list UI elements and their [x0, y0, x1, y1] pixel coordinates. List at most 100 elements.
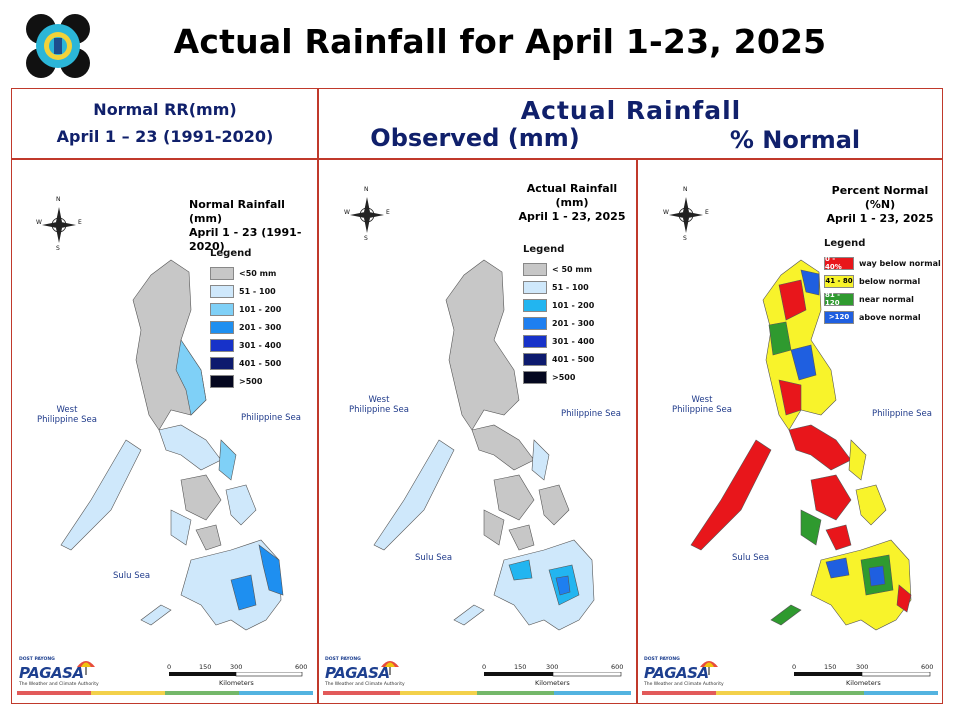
- scale-bar: [169, 672, 303, 677]
- compass-west-label: W: [344, 209, 350, 216]
- brand-name: PAGASA: [19, 664, 84, 682]
- observed-legend-label: 201 - 300: [552, 318, 595, 328]
- percent-legend-swatch: 81 - 120: [824, 291, 854, 307]
- umbrella-icon: [381, 661, 399, 675]
- normal-legend-item: 101 - 200: [210, 300, 281, 318]
- west-sea-line1: West: [56, 405, 78, 415]
- brand-badge-top: DOST: [644, 657, 658, 662]
- west-sea-line1: West: [368, 395, 390, 405]
- west-sea-line2: Philippine Sea: [349, 405, 409, 415]
- sulu-sea-label: Sulu Sea: [113, 571, 151, 581]
- compass-east-label: E: [705, 209, 709, 216]
- west-sea-line1: West: [691, 395, 713, 405]
- scale-tick-0: 0: [482, 663, 487, 671]
- percent-map-title-line2: April 1 - 23, 2025: [826, 212, 934, 225]
- sulu-sea-label: Sulu Sea: [415, 553, 453, 563]
- percent-legend-title: Legend: [824, 238, 866, 249]
- normal-rainfall-panel: N S W E Normal Rainfall (mm) April 1 - 2…: [13, 160, 316, 704]
- percent-legend-swatch: 0 - 40%: [824, 255, 854, 271]
- philippine-sea-label: Philippine Sea: [561, 409, 621, 419]
- compass-rose-icon: [669, 197, 703, 233]
- scale-unit: Kilometers: [846, 679, 881, 687]
- normal-legend-item: 51 - 100: [210, 282, 281, 300]
- observed-legend-item: >500: [523, 368, 594, 386]
- scale-tick-600: 600: [295, 663, 308, 671]
- normal-legend-swatch: [210, 302, 234, 316]
- normal-legend-swatch: [210, 374, 234, 388]
- normal-legend-item: 401 - 500: [210, 354, 281, 372]
- compass-east-label: E: [78, 219, 82, 226]
- brand-badge-mid: PAYONG: [34, 657, 55, 662]
- compass-north-label: N: [683, 186, 688, 193]
- observed-header: Observed (mm): [370, 124, 580, 152]
- philippine-sea-label: Philippine Sea: [241, 413, 301, 423]
- west-philippine-sea-label: West Philippine Sea: [672, 395, 732, 415]
- observed-legend-swatch: [523, 334, 547, 348]
- compass-east-label: E: [386, 209, 390, 216]
- compass-north-label: N: [56, 196, 61, 203]
- brand-badge-top: DOST: [325, 657, 339, 662]
- compass-rose-icon: [42, 207, 76, 243]
- percent-legend-item: 81 - 120 near normal: [824, 290, 941, 308]
- observed-map-title-line2: April 1 - 23, 2025: [518, 210, 626, 223]
- normal-legend-label: 51 - 100: [239, 286, 276, 296]
- divider-right: [636, 158, 638, 704]
- observed-legend-item: 201 - 300: [523, 314, 594, 332]
- umbrella-icon: [700, 661, 718, 675]
- west-sea-line2: Philippine Sea: [672, 405, 732, 415]
- observed-map-title: Actual Rainfall (mm) April 1 - 23, 2025: [509, 182, 635, 224]
- color-strip: [642, 691, 938, 695]
- observed-legend-item: 101 - 200: [523, 296, 594, 314]
- scale-tick-600: 600: [611, 663, 624, 671]
- compass-south-label: S: [683, 235, 687, 242]
- normal-legend: Legend <50 mm 51 - 100 101 - 200 201 - 300 3…: [210, 248, 281, 390]
- scale-bar: [484, 672, 622, 677]
- normal-legend-label: 401 - 500: [239, 358, 282, 368]
- brand-badge-mid: PAYONG: [340, 657, 361, 662]
- observed-legend-label: >500: [552, 372, 576, 382]
- content-frame: [11, 88, 943, 704]
- observed-legend-item: 301 - 400: [523, 332, 594, 350]
- scale-bar: [794, 672, 931, 677]
- percent-legend-label: below normal: [859, 276, 921, 286]
- normal-legend-label: >500: [239, 376, 263, 386]
- compass-rose-icon: [350, 197, 384, 233]
- scale-tick-150: 150: [514, 663, 527, 671]
- normal-header-line2: April 1 – 23 (1991-2020): [56, 127, 274, 146]
- compass-west-label: W: [663, 209, 669, 216]
- percent-legend-label: way below normal: [859, 258, 941, 268]
- scale-tick-300: 300: [230, 663, 243, 671]
- percent-map-title: Percent Normal (%N) April 1 - 23, 2025: [818, 184, 942, 226]
- observed-legend-swatch: [523, 298, 547, 312]
- compass-south-label: S: [56, 245, 60, 252]
- percent-legend-item: 0 - 40% way below normal: [824, 254, 941, 272]
- west-philippine-sea-label: West Philippine Sea: [349, 395, 409, 415]
- brand-tagline: The Weather and Climate Authority: [325, 682, 405, 687]
- normal-legend-swatch: [210, 284, 234, 298]
- west-sea-line2: Philippine Sea: [37, 415, 97, 425]
- observed-legend-item: < 50 mm: [523, 260, 594, 278]
- normal-map-title: Normal Rainfall (mm) April 1 - 23 (1991-…: [189, 198, 316, 254]
- observed-legend-item: 401 - 500: [523, 350, 594, 368]
- scale-tick-150: 150: [199, 663, 212, 671]
- percent-legend-item: 41 - 80 below normal: [824, 272, 941, 290]
- brand-name: PAGASA: [644, 664, 709, 682]
- color-strip: [323, 691, 631, 695]
- color-strip: [17, 691, 313, 695]
- umbrella-icon: [77, 661, 95, 675]
- normal-legend-item: <50 mm: [210, 264, 281, 282]
- scale-tick-600: 600: [921, 663, 934, 671]
- percent-normal-header: % Normal: [729, 126, 861, 154]
- observed-legend-label: 51 - 100: [552, 282, 589, 292]
- compass-north-label: N: [364, 186, 369, 193]
- pagasa-logo: [26, 14, 90, 78]
- normal-legend-swatch: [210, 266, 234, 280]
- actual-rainfall-header: Actual Rainfall: [520, 96, 742, 125]
- normal-legend-item: 201 - 300: [210, 318, 281, 336]
- normal-legend-swatch: [210, 356, 234, 370]
- percent-legend-label: above normal: [859, 312, 921, 322]
- scale-unit: Kilometers: [535, 679, 570, 687]
- percent-legend-swatch: >120: [824, 310, 854, 324]
- percent-map-title-line1: Percent Normal (%N): [831, 184, 929, 211]
- brand-tagline: The Weather and Climate Authority: [644, 682, 724, 687]
